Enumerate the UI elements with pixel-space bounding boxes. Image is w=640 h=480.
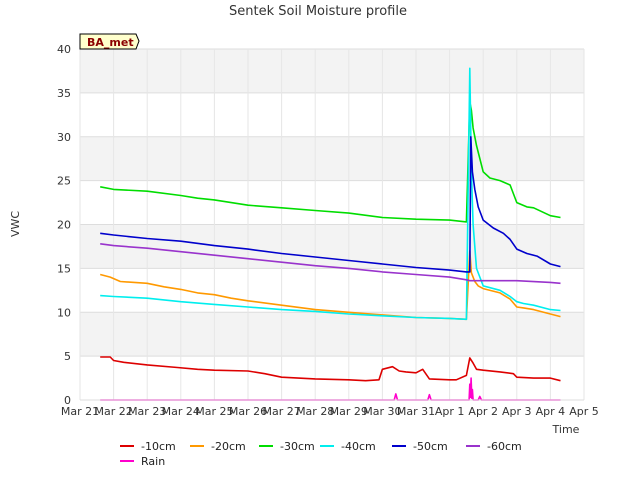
x-tick-label: Mar 23 <box>128 405 166 418</box>
legend-label: -10cm <box>141 440 176 453</box>
x-tick-label: Mar 26 <box>229 405 267 418</box>
plot-band <box>80 136 584 181</box>
series-line-10cm <box>100 356 561 382</box>
plot-band <box>80 268 584 313</box>
plot-band <box>80 49 584 93</box>
x-tick-label: Mar 29 <box>330 405 368 418</box>
legend-label: -60cm <box>487 440 522 453</box>
plot-band <box>80 180 584 225</box>
legend-label: Rain <box>141 455 165 468</box>
plot-band <box>80 312 584 357</box>
x-tick-label: Mar 31 <box>397 405 435 418</box>
plot-band <box>80 224 584 269</box>
x-tick-label: Mar 24 <box>162 405 200 418</box>
legend-label: -20cm <box>211 440 246 453</box>
y-tick-label: 15 <box>57 262 71 275</box>
y-tick-label: 20 <box>57 219 71 232</box>
y-tick-label: 10 <box>57 306 71 319</box>
y-tick-label: 0 <box>64 394 71 407</box>
y-tick-label: 40 <box>57 43 71 56</box>
x-tick-label: Mar 28 <box>296 405 334 418</box>
legend-label: -30cm <box>280 440 315 453</box>
chart-title: Sentek Soil Moisture profile <box>229 4 407 19</box>
y-tick-label: 30 <box>57 131 71 144</box>
x-tick-label: Mar 30 <box>363 405 401 418</box>
x-tick-label: Apr 3 <box>502 405 532 418</box>
x-tick-label: Mar 25 <box>195 405 233 418</box>
x-tick-label: Apr 2 <box>468 405 498 418</box>
plot-band <box>80 92 584 137</box>
x-tick-label: Mar 27 <box>262 405 300 418</box>
y-tick-label: 5 <box>64 350 71 363</box>
legend: -10cm -20cm -30cm -40cm -50cm -60cm Rain <box>120 440 522 468</box>
y-axis-label: VWC <box>9 211 22 237</box>
plot-band <box>80 356 584 400</box>
x-tick-label: Apr 4 <box>536 405 566 418</box>
site-badge: BA_met <box>79 33 140 50</box>
x-tick-label: Mar 22 <box>94 405 132 418</box>
site-badge-label: BA_met <box>87 36 134 49</box>
x-axis-label: Time <box>552 423 580 436</box>
series-line-50cm <box>100 136 561 273</box>
series-line-40cm <box>100 67 561 321</box>
y-tick-label: 25 <box>57 175 71 188</box>
legend-label: -40cm <box>341 440 376 453</box>
y-tick-label: 35 <box>57 87 71 100</box>
y-axis-ticks: 0 5 10 15 20 25 30 35 40 <box>57 43 71 407</box>
x-tick-label: Apr 1 <box>435 405 465 418</box>
x-tick-label: Mar 21 <box>61 405 99 418</box>
series-layer <box>99 67 561 401</box>
series-line-60cm <box>100 243 561 285</box>
x-tick-label: Apr 5 <box>569 405 599 418</box>
legend-label: -50cm <box>413 440 448 453</box>
